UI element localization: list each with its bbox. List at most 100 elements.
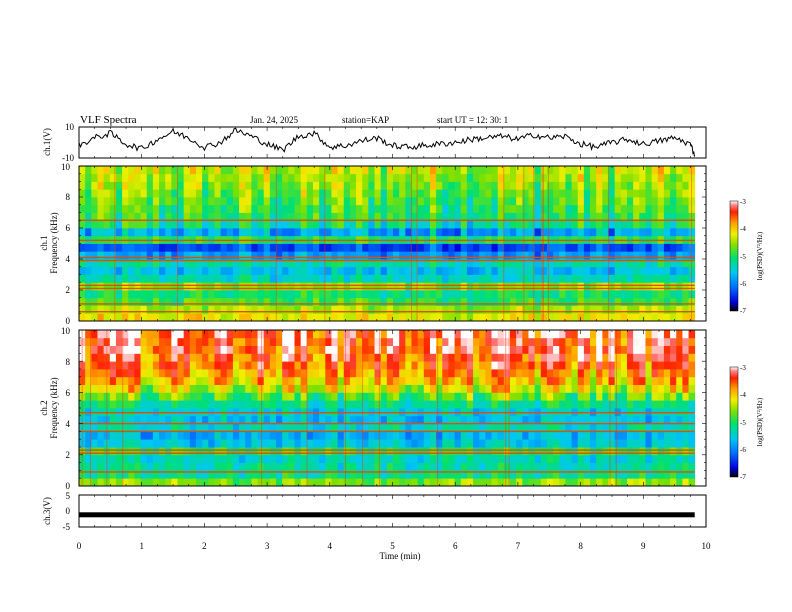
spectrogram-cell	[590, 259, 597, 268]
spectrogram-cell	[337, 330, 345, 339]
spectrogram-cell	[497, 305, 505, 314]
spectrogram-cell	[263, 330, 271, 339]
spectrogram-cell	[620, 204, 628, 213]
spectrogram-cell	[152, 274, 160, 283]
spectrogram-cell	[356, 330, 363, 339]
spectrogram-cell	[195, 478, 203, 487]
spectrogram-cell	[134, 345, 141, 354]
spectrogram-cell	[319, 415, 326, 424]
spectrogram-cell	[134, 423, 141, 432]
spectrogram-cell	[393, 166, 400, 175]
spectrogram-cell	[479, 400, 486, 409]
spectrogram-cell	[380, 462, 388, 471]
spectrogram-cell	[122, 251, 129, 260]
spectrogram-cell	[146, 431, 154, 440]
spectrogram-cell	[516, 197, 523, 206]
spectrogram-cell	[343, 439, 351, 448]
spectrogram-cell	[306, 415, 314, 424]
spectrogram-cell	[226, 290, 234, 299]
spectrogram-cell	[473, 478, 480, 487]
spectrogram-cell	[473, 189, 480, 198]
spectrogram-cell	[208, 189, 215, 198]
spectrogram-cell	[516, 290, 523, 299]
spectrogram-cell	[633, 454, 640, 463]
spectrogram-cell	[239, 313, 246, 322]
spectrogram-cell	[294, 337, 302, 346]
spectrogram-cell	[670, 462, 677, 471]
spectrogram-cell	[294, 376, 302, 385]
spectrogram-cell	[522, 259, 529, 268]
spectrogram-cell	[319, 470, 326, 479]
spectrogram-cell	[417, 282, 425, 291]
spectrogram-cell	[676, 166, 683, 175]
spectrogram-cell	[423, 447, 431, 456]
spectrogram-cell	[319, 447, 326, 456]
spectrogram-cell	[633, 305, 640, 314]
spectrogram-cell	[682, 259, 689, 268]
spectrogram-cell	[282, 305, 289, 314]
spectrogram-cell	[577, 166, 585, 175]
spectrogram-cell	[257, 197, 265, 206]
spectrogram-cell	[319, 454, 326, 463]
spectrogram-cell	[448, 305, 455, 314]
spectrogram-cell	[312, 330, 320, 339]
spectrogram-cell	[417, 337, 425, 346]
spectrogram-cell	[214, 274, 222, 283]
xtick-4: 4	[328, 541, 333, 551]
spectrogram-cell	[189, 251, 197, 260]
spectrogram-cell	[559, 228, 566, 237]
spectrogram-cell	[312, 423, 320, 432]
spectrogram-cell	[386, 462, 394, 471]
spectrogram-cell	[177, 454, 185, 463]
spectrogram-cell	[146, 305, 154, 314]
spectrogram-cell	[553, 212, 560, 221]
spectrogram-cell	[645, 454, 653, 463]
ch2-ytick-8: 8	[66, 357, 71, 367]
spectrogram-cell	[337, 470, 345, 479]
spectrogram-cell	[146, 228, 154, 237]
spectrogram-cell	[583, 454, 591, 463]
spectrogram-cell	[288, 212, 295, 221]
spectrogram-cell	[146, 345, 154, 354]
spectrogram-cell	[620, 345, 628, 354]
spectrogram-cell	[565, 266, 572, 275]
spectrogram-cell	[448, 297, 455, 306]
spectrogram-cell	[577, 212, 585, 221]
spectrogram-cell	[645, 400, 653, 409]
spectrogram-cell	[208, 376, 215, 385]
spectrogram-cell	[269, 330, 277, 339]
spectrogram-cell	[374, 173, 382, 182]
spectrogram-cell	[571, 415, 579, 424]
spectrogram-cell	[232, 197, 240, 206]
ch2-cb-tick-0: -3	[740, 364, 746, 372]
spectrogram-cell	[177, 462, 185, 471]
spectrogram-cell	[312, 447, 320, 456]
spectrogram-cell	[516, 313, 523, 322]
spectrogram-cell	[608, 415, 616, 424]
spectrogram-cell	[485, 282, 492, 291]
spectrogram-cell	[171, 431, 178, 440]
spectrogram-cell	[368, 290, 375, 299]
spectrogram-cell	[195, 431, 203, 440]
spectrogram-cell	[91, 204, 98, 213]
spectrogram-cell	[399, 337, 406, 346]
spectrogram-cell	[140, 478, 148, 487]
spectrogram-cell	[288, 345, 295, 354]
spectrogram-cell	[657, 423, 665, 432]
spectrogram-cell	[319, 220, 326, 229]
spectrogram-cell	[165, 197, 172, 206]
spectrogram-cell	[109, 376, 117, 385]
spectrogram-cell	[294, 251, 302, 260]
spectrogram-cell	[331, 454, 338, 463]
impulsive-streak	[261, 330, 263, 486]
spectrogram-cell	[220, 392, 228, 401]
spectrogram-cell	[460, 197, 468, 206]
spectrogram-cell	[651, 313, 659, 322]
spectrogram-cell	[491, 439, 499, 448]
spectrogram-cell	[590, 376, 597, 385]
spectrogram-cell	[349, 369, 357, 378]
spectrogram-cell	[245, 251, 252, 260]
spectrogram-cell	[349, 447, 357, 456]
spectrogram-cell	[202, 305, 209, 314]
spectrogram-cell	[411, 454, 419, 463]
